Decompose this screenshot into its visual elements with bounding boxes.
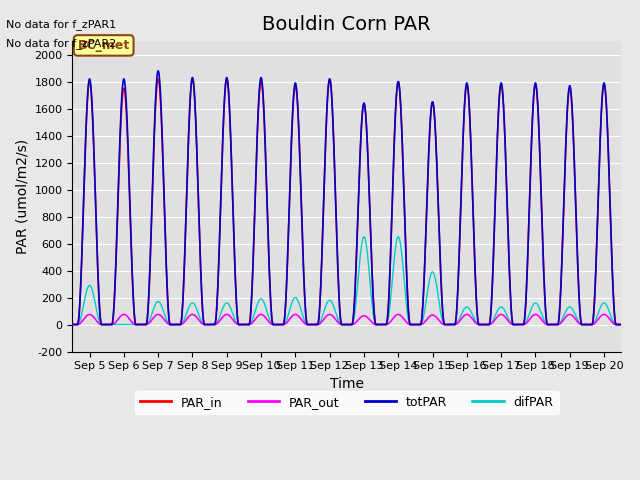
Title: Bouldin Corn PAR: Bouldin Corn PAR: [262, 15, 431, 34]
X-axis label: Time: Time: [330, 377, 364, 391]
Text: No data for f_zPAR2: No data for f_zPAR2: [6, 38, 116, 49]
Text: No data for f_zPAR1: No data for f_zPAR1: [6, 19, 116, 30]
Text: BC_met: BC_met: [77, 39, 130, 52]
Y-axis label: PAR (umol/m2/s): PAR (umol/m2/s): [15, 139, 29, 254]
Legend: PAR_in, PAR_out, totPAR, difPAR: PAR_in, PAR_out, totPAR, difPAR: [135, 391, 559, 414]
